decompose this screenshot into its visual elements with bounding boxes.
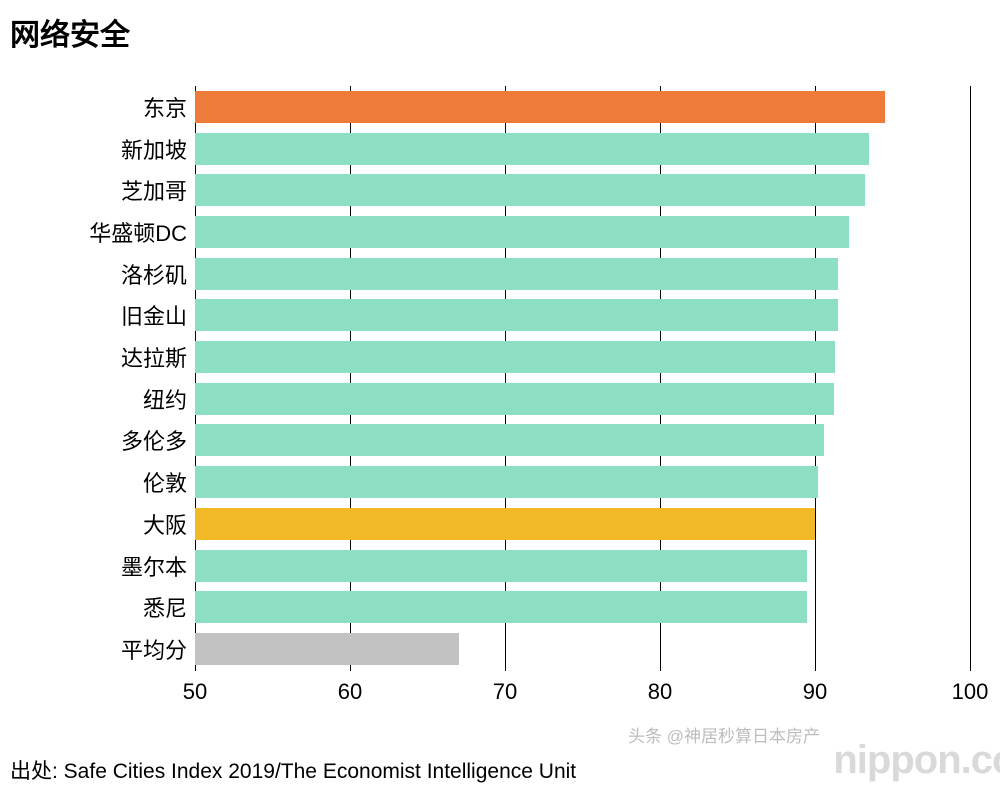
bar-label: 芝加哥	[121, 174, 195, 206]
bar	[195, 508, 815, 540]
bar-label: 大阪	[143, 508, 195, 540]
x-axis-tick-label: 70	[493, 679, 517, 705]
bar	[195, 174, 865, 206]
chart-plot-area: 东京新加坡芝加哥华盛顿DC 洛杉矶旧金山达拉斯纽约多伦多伦敦大阪墨尔本悉尼平均分	[195, 86, 970, 671]
bar-label: 达拉斯	[121, 341, 195, 373]
bar-label: 纽约	[143, 383, 195, 415]
bar	[195, 299, 838, 331]
bar-label: 华盛顿DC	[89, 216, 195, 248]
bar	[195, 466, 818, 498]
bar-row: 洛杉矶	[195, 258, 970, 290]
bar-label: 多伦多	[121, 424, 195, 456]
bar-row: 华盛顿DC	[195, 216, 970, 248]
bar-row: 达拉斯	[195, 341, 970, 373]
bar-row: 多伦多	[195, 424, 970, 456]
bar-label: 旧金山	[121, 299, 195, 331]
bar-row: 芝加哥	[195, 174, 970, 206]
bar-label: 新加坡	[121, 133, 195, 165]
chart-title: 网络安全	[10, 10, 130, 54]
bar-label: 东京	[143, 91, 195, 123]
bar-row: 平均分	[195, 633, 970, 665]
x-axis-tick-label: 50	[183, 679, 207, 705]
bar-row: 旧金山	[195, 299, 970, 331]
bar	[195, 633, 459, 665]
bar-label: 墨尔本	[121, 550, 195, 582]
x-axis-tick-label: 60	[338, 679, 362, 705]
bar-row: 纽约	[195, 383, 970, 415]
bar	[195, 216, 849, 248]
bar	[195, 341, 835, 373]
bar-label: 平均分	[121, 633, 195, 665]
watermark-small: 头条 @神居秒算日本房产	[628, 722, 820, 747]
bar-row: 新加坡	[195, 133, 970, 165]
bar	[195, 133, 869, 165]
bar	[195, 591, 807, 623]
source-text: 出处: Safe Cities Index 2019/The Economist…	[10, 755, 576, 785]
x-axis-tick-label: 80	[648, 679, 672, 705]
page: 网络安全 东京新加坡芝加哥华盛顿DC洛杉矶旧金山达拉斯纽约多伦多伦敦大阪墨尔本悉…	[0, 0, 1000, 796]
bar	[195, 383, 834, 415]
bar-row: 东京	[195, 91, 970, 123]
bar	[195, 550, 807, 582]
bar-label: 洛杉矶	[121, 258, 195, 290]
x-axis-tick-label: 100	[952, 679, 989, 705]
bar-row: 伦敦	[195, 466, 970, 498]
bar-row: 大阪	[195, 508, 970, 540]
bar	[195, 91, 885, 123]
bar	[195, 258, 838, 290]
watermark-large: nippon.com	[833, 738, 1000, 783]
bar-row: 悉尼	[195, 591, 970, 623]
gridline	[970, 86, 971, 671]
bar-label: 伦敦	[143, 466, 195, 498]
bar-label: 悉尼	[143, 591, 195, 623]
bar-row: 墨尔本	[195, 550, 970, 582]
x-axis-tick-label: 90	[803, 679, 827, 705]
bar	[195, 424, 824, 456]
